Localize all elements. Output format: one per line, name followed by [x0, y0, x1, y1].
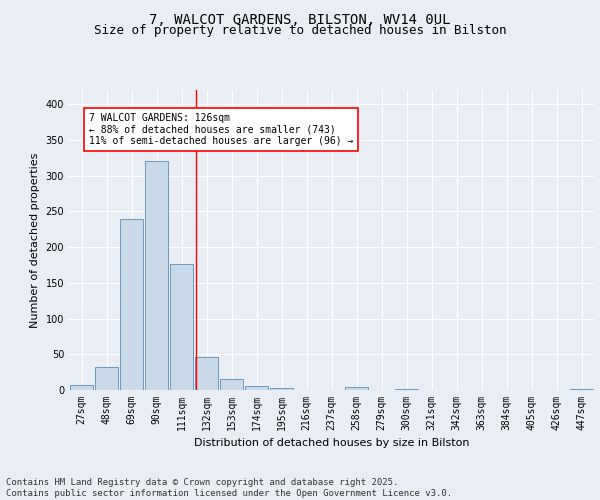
Y-axis label: Number of detached properties: Number of detached properties: [30, 152, 40, 328]
Bar: [170, 264, 193, 390]
Bar: [245, 386, 268, 390]
Bar: [70, 385, 93, 390]
Text: 7 WALCOT GARDENS: 126sqm
← 88% of detached houses are smaller (743)
11% of semi-: 7 WALCOT GARDENS: 126sqm ← 88% of detach…: [89, 113, 353, 146]
Bar: [395, 388, 418, 390]
X-axis label: Distribution of detached houses by size in Bilston: Distribution of detached houses by size …: [194, 438, 469, 448]
Bar: [95, 367, 118, 390]
Bar: [345, 387, 368, 390]
Text: Contains HM Land Registry data © Crown copyright and database right 2025.
Contai: Contains HM Land Registry data © Crown c…: [6, 478, 452, 498]
Bar: [270, 388, 293, 390]
Bar: [145, 162, 168, 390]
Bar: [570, 388, 593, 390]
Text: Size of property relative to detached houses in Bilston: Size of property relative to detached ho…: [94, 24, 506, 37]
Bar: [220, 378, 243, 390]
Bar: [120, 218, 143, 390]
Bar: [195, 357, 218, 390]
Text: 7, WALCOT GARDENS, BILSTON, WV14 0UL: 7, WALCOT GARDENS, BILSTON, WV14 0UL: [149, 12, 451, 26]
